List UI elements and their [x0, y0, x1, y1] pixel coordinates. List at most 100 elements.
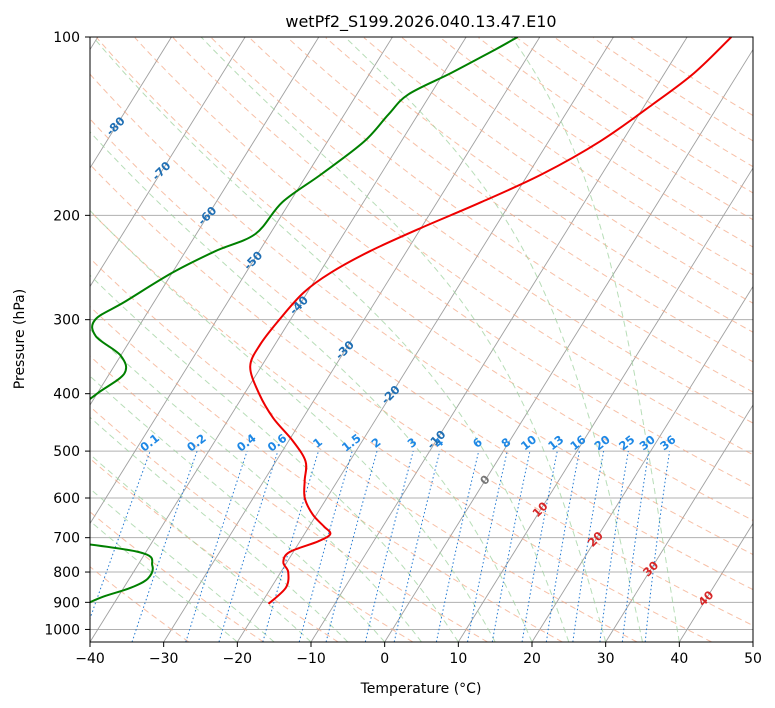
isotherm-line	[90, 37, 246, 288]
y-axis-label: Pressure (hPa)	[12, 289, 28, 389]
y-tick-label: 600	[53, 491, 80, 507]
isotherm-line	[90, 37, 393, 525]
mixing-ratio-label: 30	[637, 432, 658, 453]
x-tick-label: −40	[75, 651, 105, 667]
mixing-ratio-line	[298, 450, 353, 642]
isotherm-label: -60	[195, 203, 220, 228]
x-tick-label: 10	[449, 651, 467, 667]
dry-adiabat	[90, 210, 712, 642]
isotherm-label: -70	[149, 159, 174, 184]
mixing-ratio-line	[599, 451, 629, 642]
isotherm-line	[163, 37, 541, 642]
dry-adiabat	[287, 37, 753, 363]
isotherm-line	[752, 641, 753, 642]
mixing-ratio-label: 25	[616, 432, 637, 453]
mixing-ratio-label: 16	[567, 432, 588, 453]
mixing-ratio-line	[185, 450, 248, 642]
mixing-ratio-line	[90, 450, 151, 621]
y-tick-label: 800	[53, 565, 80, 581]
dry-adiabat	[90, 511, 264, 642]
isotherm-label: -10	[424, 427, 449, 452]
temperature-line	[249, 37, 733, 605]
isotherm-line	[678, 522, 753, 642]
mixing-ratio-line	[491, 450, 531, 642]
plot-frame	[89, 36, 754, 643]
isotherm-line	[531, 285, 753, 642]
x-tick-label: 50	[744, 651, 762, 667]
y-tick-label: 200	[53, 208, 80, 224]
dry-adiabat	[249, 37, 753, 393]
mixing-ratio-line	[644, 451, 671, 642]
y-tick-label: 700	[53, 531, 80, 547]
dry-adiabat	[90, 457, 339, 642]
series-layer	[90, 37, 733, 605]
isotherm-label: -20	[378, 382, 403, 407]
moist-adiabat	[90, 328, 422, 642]
mixing-ratio-label: 13	[545, 432, 566, 453]
dry-adiabat	[554, 37, 753, 168]
dry-adiabat	[478, 37, 753, 221]
isotherm-label: -30	[332, 338, 357, 363]
moist-adiabat	[200, 37, 607, 642]
isotherm-label: 20	[585, 529, 606, 550]
isotherm-line	[605, 404, 753, 642]
dry-adiabat	[592, 37, 753, 142]
dry-adiabat	[96, 37, 753, 521]
x-tick-label: 0	[380, 651, 389, 667]
isotherm-line	[90, 37, 320, 406]
dry-adiabat	[90, 566, 190, 642]
dry-adiabat	[134, 37, 753, 488]
y-tick-label: 1000	[44, 622, 80, 638]
isotherm-label: -100	[9, 21, 39, 51]
mixing-ratio-label: 2	[369, 435, 384, 451]
mixing-ratio-line	[218, 450, 279, 642]
moist-adiabat	[90, 274, 459, 642]
x-tick-label: −30	[149, 651, 179, 667]
x-tick-label: 20	[523, 651, 541, 667]
x-axis-label: Temperature (°C)	[360, 681, 482, 697]
x-axis-ticks: −40 −30 −20 −10 0 10 20 30 40 50	[75, 642, 762, 667]
chart-title: wetPf2_S199.2026.040.13.47.E10	[285, 12, 556, 32]
mixing-ratio-label: 10	[518, 432, 539, 453]
dry-adiabat	[90, 405, 414, 642]
y-axis-ticks: 100 200 300 400 500 600 700 800 900 1000	[44, 30, 90, 638]
mixing-ratio-label: 1	[310, 435, 325, 451]
y-tick-label: 100	[53, 30, 80, 46]
moist-adiabat	[90, 453, 312, 642]
moist-adiabat	[90, 131, 533, 642]
dry-adiabat	[325, 37, 753, 333]
mixing-ratio-line	[393, 450, 441, 642]
mixing-ratio-line	[262, 450, 319, 642]
moist-adiabat	[92, 37, 570, 642]
isotherm-line	[457, 167, 753, 642]
mixing-ratio-line	[325, 450, 378, 642]
mixing-ratio-line	[131, 450, 198, 642]
x-tick-label: 30	[597, 651, 615, 667]
dewpoint-line	[90, 37, 519, 604]
y-tick-label: 900	[53, 595, 80, 611]
dry-adiabat	[90, 118, 753, 591]
moist-adiabat	[344, 37, 643, 642]
x-tick-label: 40	[670, 651, 688, 667]
dry-adiabat	[90, 73, 753, 556]
moist-adiabat	[90, 488, 275, 642]
moist-adiabat	[90, 209, 496, 642]
mixing-ratio-line	[521, 450, 558, 642]
moist-adiabat	[511, 37, 680, 642]
x-tick-label: −10	[296, 651, 326, 667]
x-tick-label: −20	[223, 651, 253, 667]
dry-adiabat	[363, 37, 753, 304]
dry-adiabat	[440, 37, 753, 248]
mixing-ratio-label: 20	[592, 432, 613, 453]
y-tick-label: 500	[53, 444, 80, 460]
moist-adiabat	[90, 375, 386, 642]
isotherm-label: 0	[477, 472, 493, 488]
y-tick-label: 400	[53, 387, 80, 403]
isotherm-label: 10	[530, 499, 551, 520]
dry-adiabat	[90, 305, 563, 642]
mixing-ratio-line	[572, 451, 605, 642]
mixing-ratio-line	[435, 450, 480, 642]
dry-adiabat	[90, 355, 488, 642]
isotherm-line	[384, 48, 753, 642]
